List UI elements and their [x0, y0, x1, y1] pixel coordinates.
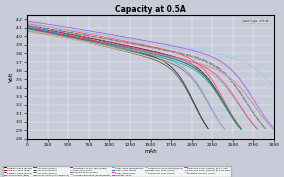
- Y-axis label: Volt: Volt: [9, 72, 14, 82]
- X-axis label: mAh: mAh: [144, 149, 157, 153]
- Legend: Redilast 2200 (Black), Redilast 2600 (Red), Redilast 2900 (Black), AW IMR2600 (R: Redilast 2200 (Black), Redilast 2600 (Re…: [3, 166, 231, 177]
- Title: Capacity at 0.5A: Capacity at 0.5A: [115, 5, 186, 14]
- Text: www.lygte-info.dk: www.lygte-info.dk: [243, 19, 270, 23]
